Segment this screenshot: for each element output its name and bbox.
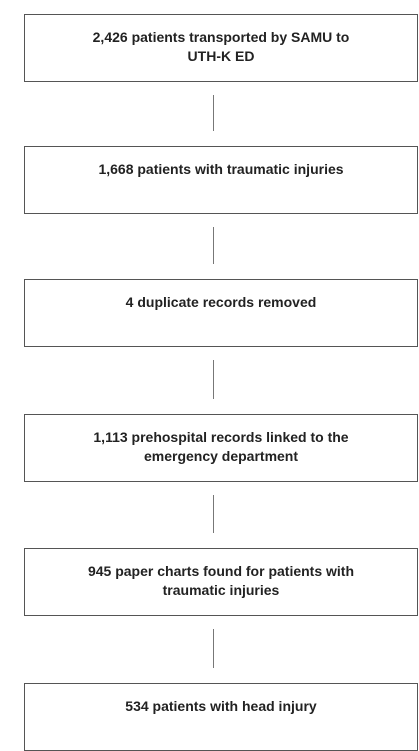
box-text: 1,668 patients with traumatic injuries xyxy=(98,161,344,177)
flow-box: 1,113 prehospital records linked to the e… xyxy=(24,414,418,482)
box-text: 4 duplicate records removed xyxy=(125,294,317,310)
box-text: 534 patients with head injury xyxy=(125,698,317,714)
connector xyxy=(213,95,214,131)
connector xyxy=(213,360,214,399)
connector xyxy=(213,629,214,668)
box-text: UTH-K ED xyxy=(187,48,255,64)
connector xyxy=(213,227,214,264)
connector xyxy=(213,495,214,533)
flow-box: 4 duplicate records removed xyxy=(24,279,418,347)
flow-box: 1,668 patients with traumatic injuries xyxy=(24,146,418,214)
flow-box: 534 patients with head injury xyxy=(24,683,418,751)
box-text: traumatic injuries xyxy=(162,582,280,598)
box-text: 1,113 prehospital records linked to the xyxy=(93,429,349,445)
box-text: 945 paper charts found for patients with xyxy=(87,563,355,579)
flow-box: 945 paper charts found for patients with… xyxy=(24,548,418,616)
box-text: emergency department xyxy=(143,448,299,464)
box-text: 2,426 patients transported by SAMU to xyxy=(92,29,350,45)
flow-box: 2,426 patients transported by SAMU to UTH… xyxy=(24,14,418,82)
